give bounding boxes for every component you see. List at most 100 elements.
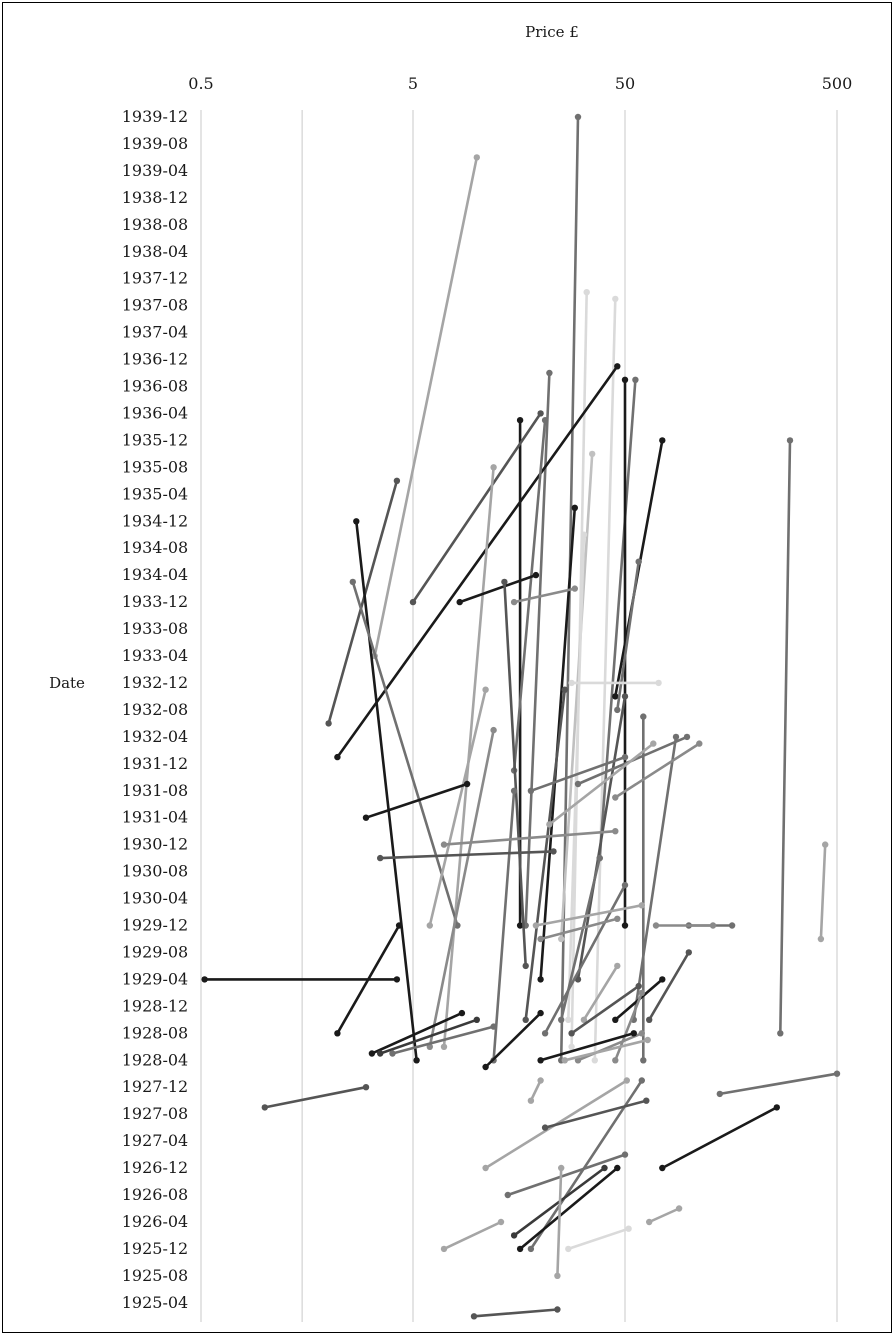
series-line <box>778 439 792 1035</box>
data-point <box>501 578 508 586</box>
series-line <box>354 519 418 1062</box>
series-line <box>442 829 617 846</box>
y-tick-label: 1936-04 <box>122 403 188 422</box>
series-lines <box>201 113 841 1320</box>
y-tick-label: 1928-08 <box>122 1023 188 1042</box>
y-tick-label: 1934-08 <box>122 538 188 557</box>
series <box>565 1225 632 1253</box>
y-tick-label: 1938-08 <box>122 215 188 234</box>
series-line <box>570 984 641 1035</box>
data-point <box>580 1016 588 1023</box>
data-point <box>625 1225 632 1232</box>
series-line <box>351 580 459 927</box>
series-line <box>364 782 469 820</box>
data-point <box>640 713 647 720</box>
y-tick-label: 1933-08 <box>122 619 188 638</box>
y-tick-label: 1929-04 <box>122 969 188 988</box>
series <box>591 295 619 1064</box>
series <box>527 1077 645 1253</box>
data-point <box>696 740 703 747</box>
series <box>334 363 621 761</box>
data-point <box>635 558 642 565</box>
series-line <box>647 951 691 1022</box>
series <box>612 740 703 801</box>
data-point <box>261 1104 268 1111</box>
series-line <box>442 1220 503 1251</box>
data-point <box>368 1050 376 1057</box>
series-line <box>503 580 528 968</box>
series-line <box>548 742 655 826</box>
y-tick-label: 1935-12 <box>122 430 188 449</box>
series <box>510 585 578 606</box>
y-tick-label: 1938-12 <box>122 188 188 207</box>
data-point <box>334 753 341 761</box>
series-line <box>373 156 479 658</box>
series <box>646 1205 683 1226</box>
series-line <box>263 1085 368 1109</box>
data-point <box>482 1063 489 1071</box>
y-axis-title: Date <box>49 674 85 692</box>
data-point <box>614 706 621 714</box>
data-point <box>541 1124 549 1131</box>
data-point <box>527 1097 535 1104</box>
series <box>527 753 629 794</box>
series <box>389 1023 497 1057</box>
series-line <box>576 695 627 981</box>
series <box>541 1097 650 1131</box>
data-point <box>516 1245 524 1253</box>
series-line <box>458 573 538 604</box>
data-point <box>632 376 639 383</box>
data-point <box>510 598 518 606</box>
y-tick-label: 1925-04 <box>122 1293 188 1312</box>
y-tick-label: 1937-12 <box>122 269 188 288</box>
series-line <box>336 364 619 759</box>
series-line <box>378 1018 479 1055</box>
series <box>426 726 497 1051</box>
data-point <box>377 1050 384 1057</box>
series <box>541 881 629 1037</box>
data-point <box>672 733 680 741</box>
data-point <box>675 1205 683 1212</box>
data-point <box>473 154 480 161</box>
series <box>614 558 642 714</box>
data-point <box>591 1057 598 1064</box>
series-line <box>428 728 495 1049</box>
data-point <box>612 828 619 835</box>
series-line <box>598 378 637 860</box>
series <box>716 1070 841 1098</box>
data-point <box>389 1050 396 1057</box>
series <box>537 915 621 943</box>
data-point <box>638 1030 645 1037</box>
y-tick-label: 1934-12 <box>122 511 188 530</box>
series-line <box>563 1038 650 1062</box>
data-point <box>537 935 544 943</box>
series-line <box>559 452 594 941</box>
data-point <box>504 1191 511 1199</box>
data-point <box>601 1164 608 1172</box>
data-point <box>561 686 568 693</box>
x-tick-label: 5 <box>408 74 418 93</box>
data-point <box>614 915 621 922</box>
x-tick-labels: 0.5 5 50 500 <box>188 74 852 93</box>
series <box>537 1030 637 1064</box>
series-line <box>391 1025 495 1055</box>
series <box>612 989 645 1064</box>
series <box>440 828 619 848</box>
series <box>565 531 588 1023</box>
data-point <box>833 1070 841 1077</box>
data-point <box>353 518 360 525</box>
data-point <box>490 1023 497 1030</box>
x-axis-title: Price £ <box>525 23 579 41</box>
series <box>652 922 717 929</box>
data-point <box>377 854 384 862</box>
y-tick-label: 1936-12 <box>122 350 188 369</box>
series-line <box>484 1011 542 1069</box>
data-point <box>623 1077 630 1084</box>
data-point <box>817 935 825 943</box>
series-line <box>529 1079 542 1102</box>
data-point <box>571 504 578 511</box>
y-tick-label: 1937-08 <box>122 296 188 315</box>
data-point <box>655 679 662 687</box>
series <box>201 976 401 983</box>
data-point <box>537 1077 544 1084</box>
